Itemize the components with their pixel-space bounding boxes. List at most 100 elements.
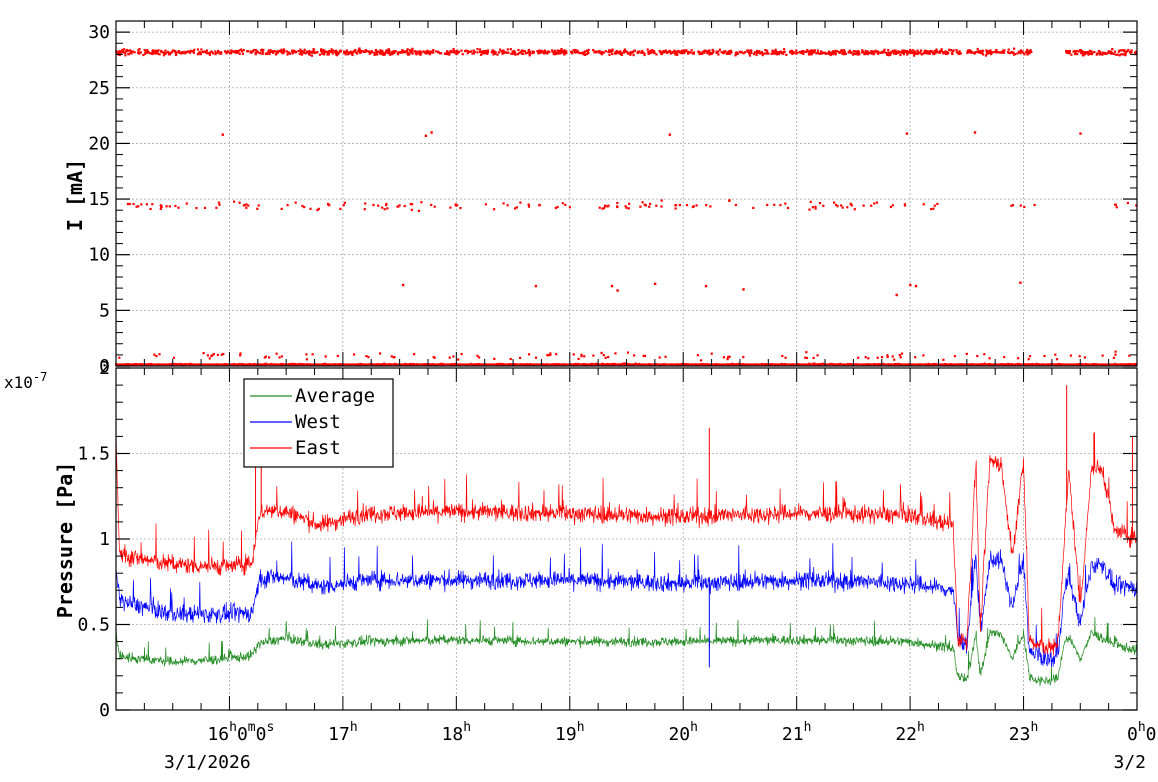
current-point-1016 <box>740 50 743 53</box>
current-point-1110 <box>945 51 948 54</box>
current-point-654 <box>282 51 285 54</box>
current-point-1118 <box>499 48 502 51</box>
current-point-1191 <box>876 50 879 53</box>
current-point-2185 <box>1135 204 1138 207</box>
current-point-450 <box>774 48 777 51</box>
current-point-801 <box>473 51 476 54</box>
current-point-648 <box>624 50 627 53</box>
current-point-61 <box>540 51 543 54</box>
current-point-2045 <box>459 207 462 210</box>
current-point-2034 <box>417 209 420 212</box>
current-point-897 <box>271 51 275 54</box>
current-scatter-points <box>115 47 1138 367</box>
current-point-838 <box>406 48 409 51</box>
current-point-316 <box>262 48 265 52</box>
current-point-2030 <box>873 202 876 205</box>
current-point-1380 <box>1090 53 1093 56</box>
current-point-1989 <box>816 354 819 357</box>
current-point-774 <box>676 53 679 56</box>
current-point-739 <box>600 53 604 56</box>
current-point-706 <box>926 52 929 55</box>
current-point-663 <box>893 51 896 54</box>
current-point-97 <box>149 52 152 55</box>
current-point-610 <box>880 51 883 54</box>
current-point-368 <box>652 49 656 53</box>
current-point-1369 <box>1077 50 1080 53</box>
current-point-2203 <box>909 283 912 287</box>
current-point-584 <box>771 52 775 55</box>
current-point-2043 <box>655 204 658 207</box>
x-tick-label-6: 22h <box>895 720 925 745</box>
current-point-392 <box>815 52 818 55</box>
current-point-2194 <box>1079 132 1082 135</box>
current-point-330 <box>521 52 524 55</box>
current-point-1131 <box>520 49 524 52</box>
top-grid <box>116 21 1137 366</box>
current-point-1180 <box>766 51 769 54</box>
current-point-593 <box>913 52 916 55</box>
current-point-2074 <box>403 205 406 208</box>
current-point-302 <box>304 52 307 55</box>
current-point-690 <box>948 48 951 51</box>
current-point-1300 <box>1068 49 1071 53</box>
current-point-1386 <box>1118 49 1121 52</box>
current-point-1927 <box>812 356 815 360</box>
current-point-282 <box>955 51 958 54</box>
current-point-2152 <box>728 199 731 202</box>
current-point-1283 <box>970 51 973 54</box>
current-point-1304 <box>1075 49 1078 53</box>
current-point-990 <box>822 52 825 55</box>
current-point-1959 <box>413 353 416 356</box>
current-point-1942 <box>572 353 575 356</box>
current-point-1171 <box>766 49 769 52</box>
current-point-1051 <box>680 51 683 54</box>
current-point-936 <box>301 53 304 56</box>
current-point-784 <box>649 49 652 52</box>
current-point-2094 <box>809 200 812 203</box>
current-point-1178 <box>146 49 149 52</box>
current-point-2181 <box>1011 204 1014 207</box>
current-point-1015 <box>381 49 384 53</box>
current-point-385 <box>643 53 646 57</box>
current-point-482 <box>887 52 890 55</box>
current-point-2120 <box>705 204 708 207</box>
current-point-1236 <box>974 52 977 55</box>
current-point-920 <box>226 50 230 53</box>
current-point-1080 <box>841 52 844 55</box>
current-point-799 <box>708 49 711 52</box>
current-point-605 <box>831 50 835 53</box>
current-point-1071 <box>933 51 936 55</box>
current-point-2067 <box>870 204 873 207</box>
current-point-2086 <box>454 203 457 206</box>
current-point-1259 <box>966 51 969 54</box>
current-point-1058 <box>185 50 188 54</box>
current-point-1008 <box>189 49 192 52</box>
current-point-1963 <box>1003 356 1006 359</box>
pressure-tick-label-2: 1 <box>99 529 110 550</box>
current-point-677 <box>664 49 667 52</box>
current-point-205 <box>810 51 813 54</box>
current-point-862 <box>820 50 823 53</box>
current-point-1194 <box>124 54 127 57</box>
current-point-691 <box>646 48 649 51</box>
current-point-1121 <box>320 49 323 53</box>
current-point-1266 <box>1016 52 1019 55</box>
current-point-1398 <box>1067 52 1070 55</box>
current-point-387 <box>573 51 576 54</box>
current-point-726 <box>512 52 515 55</box>
current-point-2061 <box>185 202 188 205</box>
current-point-884 <box>742 52 745 55</box>
current-point-328 <box>665 51 669 54</box>
current-point-995 <box>379 51 382 54</box>
current-point-2132 <box>930 208 933 211</box>
current-point-1067 <box>118 52 121 55</box>
current-point-777 <box>448 51 451 54</box>
current-point-962 <box>325 50 328 53</box>
current-point-1985 <box>460 352 463 356</box>
current-point-169 <box>240 48 243 51</box>
current-point-1102 <box>461 53 464 56</box>
current-point-2039 <box>786 206 790 210</box>
current-point-1181 <box>609 50 612 53</box>
current-point-1993 <box>457 358 460 361</box>
current-point-279 <box>502 49 505 52</box>
